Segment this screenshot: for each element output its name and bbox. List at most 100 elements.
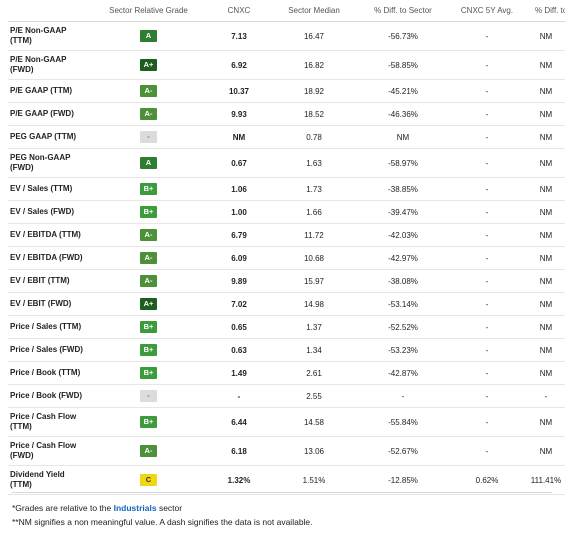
- table-row: P/E Non-GAAP (TTM) A 7.13 16.47 -56.73% - NM: [8, 21, 565, 51]
- grade-cell: A-: [88, 79, 209, 103]
- header-5y-avg[interactable]: CNXC 5Y Avg.: [447, 0, 527, 22]
- company-value: 6.92: [209, 50, 269, 80]
- sector-median-value: 2.61: [269, 361, 359, 385]
- header-diff-5y[interactable]: % Diff. to 5Y Avg.: [527, 0, 565, 22]
- table-header-row: Sector Relative Grade CNXC Sector Median…: [8, 0, 565, 22]
- diff-sector-value: -38.08%: [359, 269, 447, 293]
- company-value: 7.13: [209, 21, 269, 51]
- metric-label: P/E Non-GAAP (FWD): [8, 50, 88, 80]
- table-row: Price / Book (FWD) - -2.55- - -: [8, 384, 565, 408]
- diff-five-year-value: NM: [527, 223, 565, 247]
- company-value: 1.00: [209, 200, 269, 224]
- metric-label: EV / EBIT (FWD): [8, 292, 88, 316]
- five-year-avg-value: -: [447, 269, 527, 293]
- grade-cell: -: [88, 384, 209, 408]
- grade-cell: B+: [88, 338, 209, 362]
- sector-median-value: 1.51%: [269, 465, 359, 495]
- grade-cell: A: [88, 148, 209, 178]
- diff-five-year-value: NM: [527, 21, 565, 51]
- five-year-avg-value: -: [447, 79, 527, 103]
- five-year-avg-value: -: [447, 246, 527, 270]
- table-row: Dividend Yield (TTM) C 1.32% 1.51% -12.85% 0.…: [8, 465, 565, 495]
- diff-five-year-value: NM: [527, 200, 565, 224]
- header-sector-median[interactable]: Sector Median: [269, 0, 359, 22]
- grade-cell: B+: [88, 200, 209, 224]
- five-year-avg-value: -: [447, 315, 527, 339]
- header-metric: [8, 0, 88, 22]
- diff-five-year-value: NM: [527, 177, 565, 201]
- metric-label: P/E GAAP (TTM): [8, 79, 88, 103]
- diff-five-year-value: NM: [527, 338, 565, 362]
- company-value: 0.63: [209, 338, 269, 362]
- valuation-table: Sector Relative Grade CNXC Sector Median…: [8, 0, 565, 495]
- metric-label: Price / Book (TTM): [8, 361, 88, 385]
- metric-label: EV / Sales (TTM): [8, 177, 88, 201]
- diff-sector-value: -53.14%: [359, 292, 447, 316]
- company-value: NM: [209, 125, 269, 149]
- sector-median-value: 13.06: [269, 436, 359, 466]
- metric-label: EV / EBITDA (TTM): [8, 223, 88, 247]
- sector-median-value: 1.63: [269, 148, 359, 178]
- company-value: 6.44: [209, 407, 269, 437]
- five-year-avg-value: -: [447, 177, 527, 201]
- company-value: 0.65: [209, 315, 269, 339]
- diff-sector-value: -58.97%: [359, 148, 447, 178]
- grade-badge: A: [140, 30, 157, 42]
- five-year-avg-value: -: [447, 361, 527, 385]
- table-row: EV / EBITDA (FWD) A- 6.09 10.68 -42.97% - NM: [8, 246, 565, 270]
- diff-sector-value: -38.85%: [359, 177, 447, 201]
- sector-median-value: 18.52: [269, 102, 359, 126]
- grade-badge: B+: [140, 321, 157, 333]
- header-grade[interactable]: Sector Relative Grade: [88, 0, 209, 22]
- table-row: EV / Sales (FWD) B+ 1.00 1.66 -39.47% - NM: [8, 200, 565, 224]
- grade-badge: -: [140, 390, 157, 402]
- diff-five-year-value: NM: [527, 361, 565, 385]
- company-value: 10.37: [209, 79, 269, 103]
- footnote-text: *Grades are relative to the: [12, 503, 114, 513]
- diff-five-year-value: NM: [527, 436, 565, 466]
- diff-five-year-value: -: [527, 384, 565, 408]
- metric-label: EV / Sales (FWD): [8, 200, 88, 224]
- five-year-avg-value: -: [447, 50, 527, 80]
- grade-cell: B+: [88, 361, 209, 385]
- sector-median-value: 0.78: [269, 125, 359, 149]
- table-row: Price / Sales (FWD) B+ 0.63 1.34 -53.23% - NM: [8, 338, 565, 362]
- table-row: PEG GAAP (TTM) - NM 0.78 NM - NM: [8, 125, 565, 149]
- diff-sector-value: -46.36%: [359, 102, 447, 126]
- footnote-text: sector: [156, 503, 183, 513]
- grade-cell: B+: [88, 315, 209, 339]
- sector-link[interactable]: Industrials: [113, 503, 157, 513]
- metric-label: Price / Book (FWD): [8, 384, 88, 408]
- metric-label: Price / Cash Flow (TTM): [8, 407, 88, 437]
- company-value: 9.93: [209, 102, 269, 126]
- five-year-avg-value: 0.62%: [447, 465, 527, 495]
- grade-cell: A: [88, 21, 209, 51]
- header-diff-sector[interactable]: % Diff. to Sector: [359, 0, 447, 22]
- five-year-avg-value: -: [447, 436, 527, 466]
- sector-median-value: 1.66: [269, 200, 359, 224]
- grade-cell: A-: [88, 102, 209, 126]
- diff-sector-value: -39.47%: [359, 200, 447, 224]
- grade-badge: A+: [140, 59, 157, 71]
- metric-label: Dividend Yield (TTM): [8, 465, 88, 495]
- grade-badge: A+: [140, 298, 157, 310]
- table-row: EV / EBIT (FWD) A+ 7.02 14.98 -53.14% - NM: [8, 292, 565, 316]
- diff-sector-value: NM: [359, 125, 447, 149]
- table-row: P/E Non-GAAP (FWD) A+ 6.92 16.82 -58.85% - NM: [8, 50, 565, 80]
- diff-sector-value: -56.73%: [359, 21, 447, 51]
- diff-five-year-value: 111.41%: [527, 465, 565, 495]
- metric-label: P/E GAAP (FWD): [8, 102, 88, 126]
- diff-five-year-value: NM: [527, 102, 565, 126]
- metric-label: P/E Non-GAAP (TTM): [8, 21, 88, 51]
- diff-five-year-value: NM: [527, 269, 565, 293]
- grade-cell: A-: [88, 436, 209, 466]
- grade-badge: B+: [140, 344, 157, 356]
- metric-label: Price / Sales (FWD): [8, 338, 88, 362]
- diff-five-year-value: NM: [527, 315, 565, 339]
- grade-cell: B+: [88, 177, 209, 201]
- grade-cell: C: [88, 465, 209, 495]
- grade-cell: A-: [88, 246, 209, 270]
- header-ticker[interactable]: CNXC: [209, 0, 269, 22]
- company-value: 6.18: [209, 436, 269, 466]
- diff-sector-value: -42.97%: [359, 246, 447, 270]
